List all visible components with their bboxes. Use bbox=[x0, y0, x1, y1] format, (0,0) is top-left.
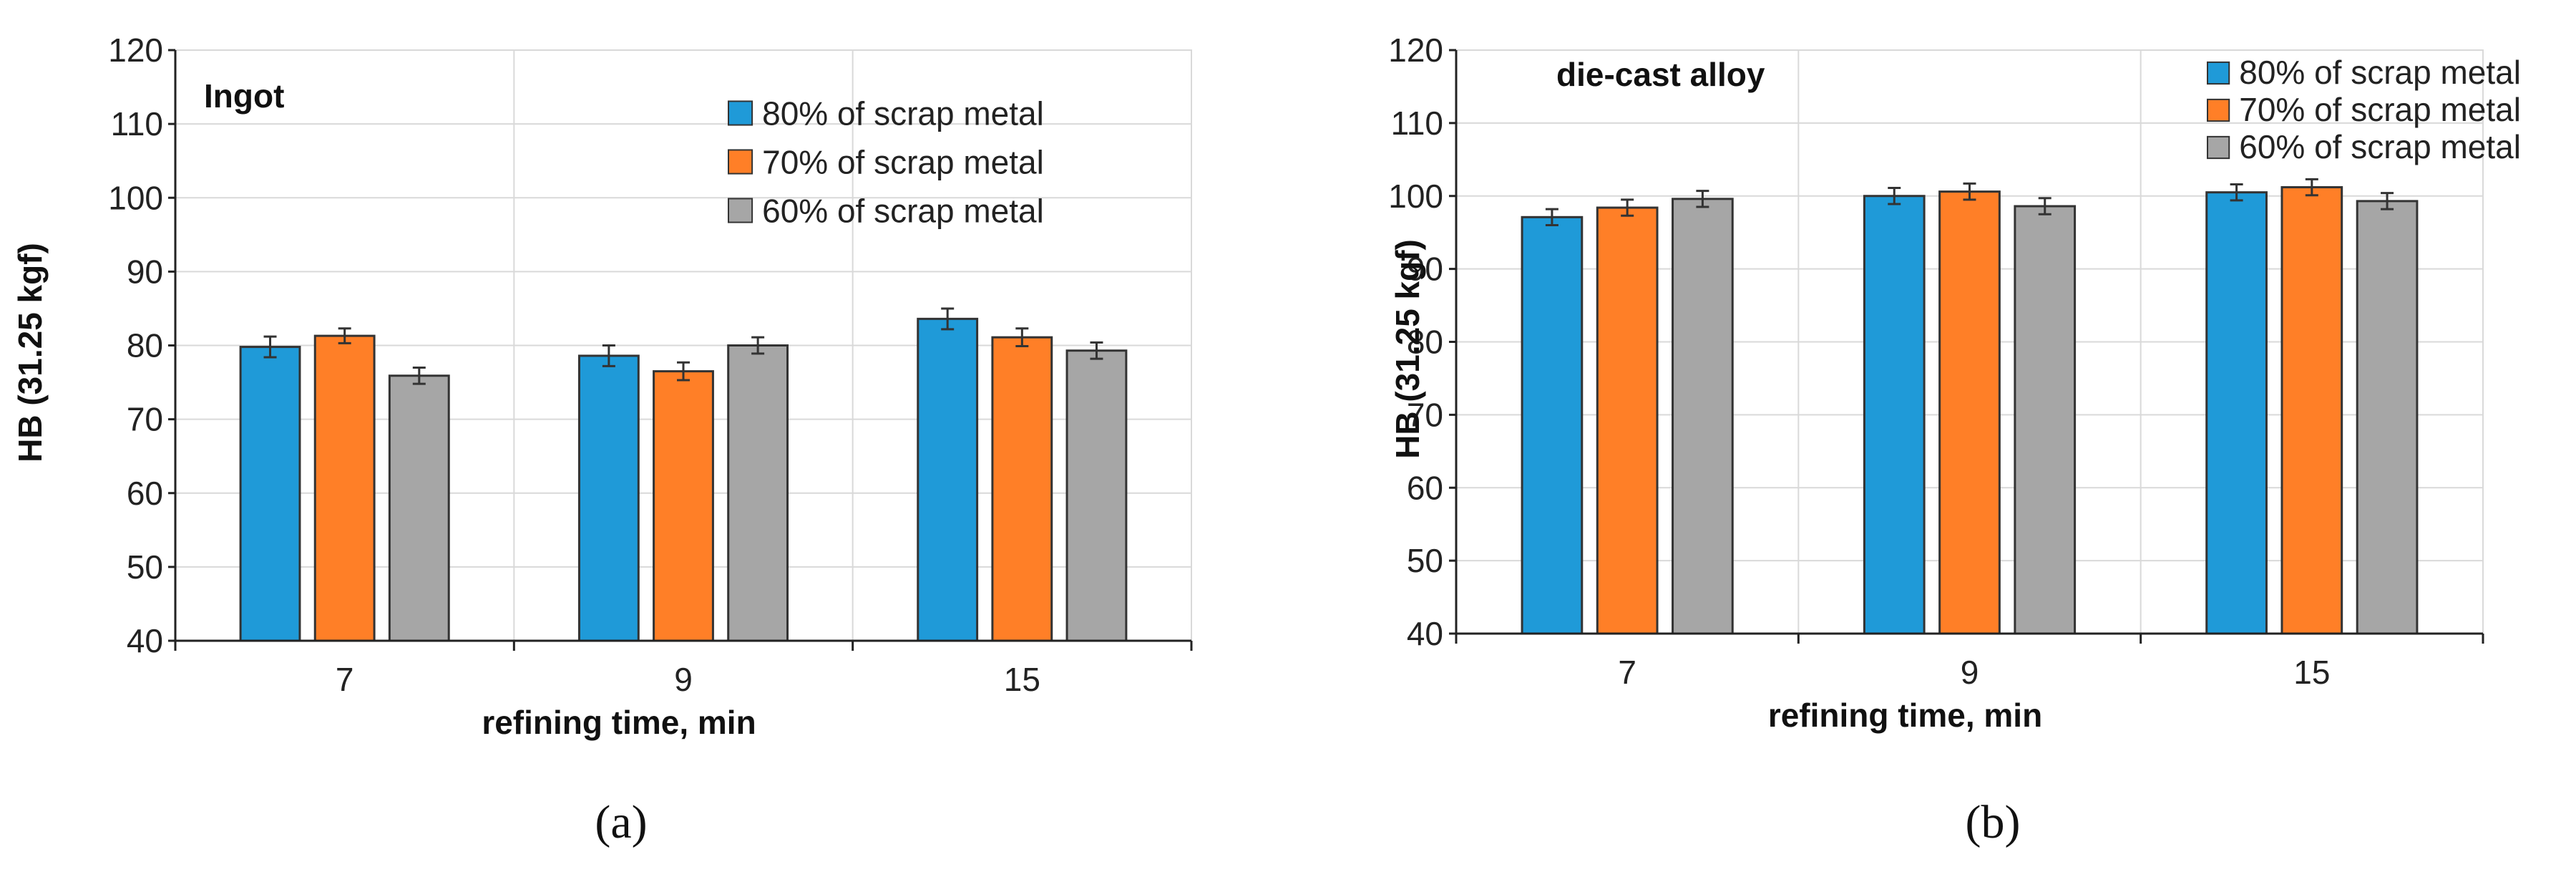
bar-60pct-9 bbox=[727, 344, 789, 642]
bar-60pct-7 bbox=[1672, 198, 1734, 635]
legend-swatch bbox=[2207, 61, 2230, 85]
legend-swatch bbox=[728, 198, 753, 223]
legend-swatch bbox=[728, 149, 753, 175]
y-tick-label: 110 bbox=[111, 105, 163, 142]
y-tick-label: 40 bbox=[1407, 615, 1443, 652]
y-tick-label: 120 bbox=[108, 32, 163, 69]
bar-80pct-7 bbox=[1521, 215, 1584, 635]
x-axis-title: refining time, min bbox=[1768, 697, 2042, 734]
legend-swatch bbox=[2207, 135, 2230, 160]
y-axis-title: HB (31.25 kgf) bbox=[11, 243, 49, 462]
y-tick-label: 60 bbox=[127, 475, 163, 512]
legend-label: 70% of scrap metal bbox=[2239, 91, 2521, 128]
legend-label: 80% of scrap metal bbox=[2239, 54, 2521, 91]
legend-swatch bbox=[728, 100, 753, 126]
x-tick-label: 9 bbox=[1961, 654, 1979, 691]
x-tick-label: 9 bbox=[674, 661, 693, 698]
y-tick-label: 90 bbox=[1407, 251, 1443, 288]
bar-80pct-9 bbox=[1863, 195, 1926, 635]
bar-60pct-15 bbox=[2356, 200, 2419, 635]
chart-panel-a: 40 50 60 70 80 90 100 110 120 7 9 15 refining time, … bbox=[11, 32, 1193, 848]
y-tick-label: 110 bbox=[1391, 105, 1443, 142]
bar-70pct-7 bbox=[1596, 206, 1659, 635]
y-tick-label: 70 bbox=[1407, 396, 1443, 433]
bar-60pct-9 bbox=[2014, 205, 2077, 635]
bar-60pct-7 bbox=[388, 374, 450, 642]
legend-label: 60% of scrap metal bbox=[2239, 128, 2521, 165]
y-tick-label: 50 bbox=[127, 548, 163, 586]
x-tick-label: 15 bbox=[2293, 654, 2330, 691]
bar-70pct-9 bbox=[1938, 190, 2001, 635]
y-tick-label: 80 bbox=[127, 327, 163, 364]
y-tick-label: 60 bbox=[1407, 469, 1443, 506]
legend-label: 80% of scrap metal bbox=[762, 95, 1044, 132]
y-axis-title: HB (31.25 kgf) bbox=[1389, 239, 1426, 459]
legend: 80% of scrap metal 70% of scrap metal 60% … bbox=[728, 95, 1044, 230]
panel-label: (a) bbox=[595, 796, 647, 848]
panel-label: (b) bbox=[1966, 796, 2021, 848]
bar-80pct-7 bbox=[239, 346, 301, 642]
x-axis-title: refining time, min bbox=[482, 704, 756, 741]
bar-70pct-9 bbox=[653, 370, 714, 642]
x-tick-label: 7 bbox=[1618, 654, 1636, 691]
y-tick-label: 80 bbox=[1407, 324, 1443, 361]
chart-title: Ingot bbox=[204, 77, 284, 115]
y-tick-label: 100 bbox=[1388, 178, 1443, 215]
y-tick-label: 120 bbox=[1388, 32, 1443, 69]
bar-70pct-15 bbox=[2280, 186, 2343, 635]
y-tick-label: 90 bbox=[127, 253, 163, 290]
bar-80pct-9 bbox=[577, 354, 640, 642]
x-tick-label: 7 bbox=[336, 661, 354, 698]
y-tick-label: 70 bbox=[127, 401, 163, 438]
chart-title: die-cast alloy bbox=[1556, 56, 1765, 93]
bar-70pct-15 bbox=[991, 336, 1053, 642]
legend-label: 70% of scrap metal bbox=[762, 144, 1044, 181]
bar-70pct-7 bbox=[313, 334, 376, 642]
legend-label: 60% of scrap metal bbox=[762, 193, 1044, 230]
x-tick-label: 15 bbox=[1004, 661, 1040, 698]
y-tick-label: 50 bbox=[1407, 542, 1443, 579]
bar-80pct-15 bbox=[2205, 191, 2268, 635]
y-tick-label: 40 bbox=[127, 622, 163, 659]
bar-60pct-15 bbox=[1065, 349, 1128, 642]
chart-panel-b: 40 50 60 70 80 90 100 110 120 7 9 15 refining time, … bbox=[1388, 32, 2521, 848]
y-tick-label: 100 bbox=[108, 179, 163, 216]
bar-80pct-15 bbox=[917, 317, 979, 642]
legend-swatch bbox=[2207, 98, 2230, 122]
